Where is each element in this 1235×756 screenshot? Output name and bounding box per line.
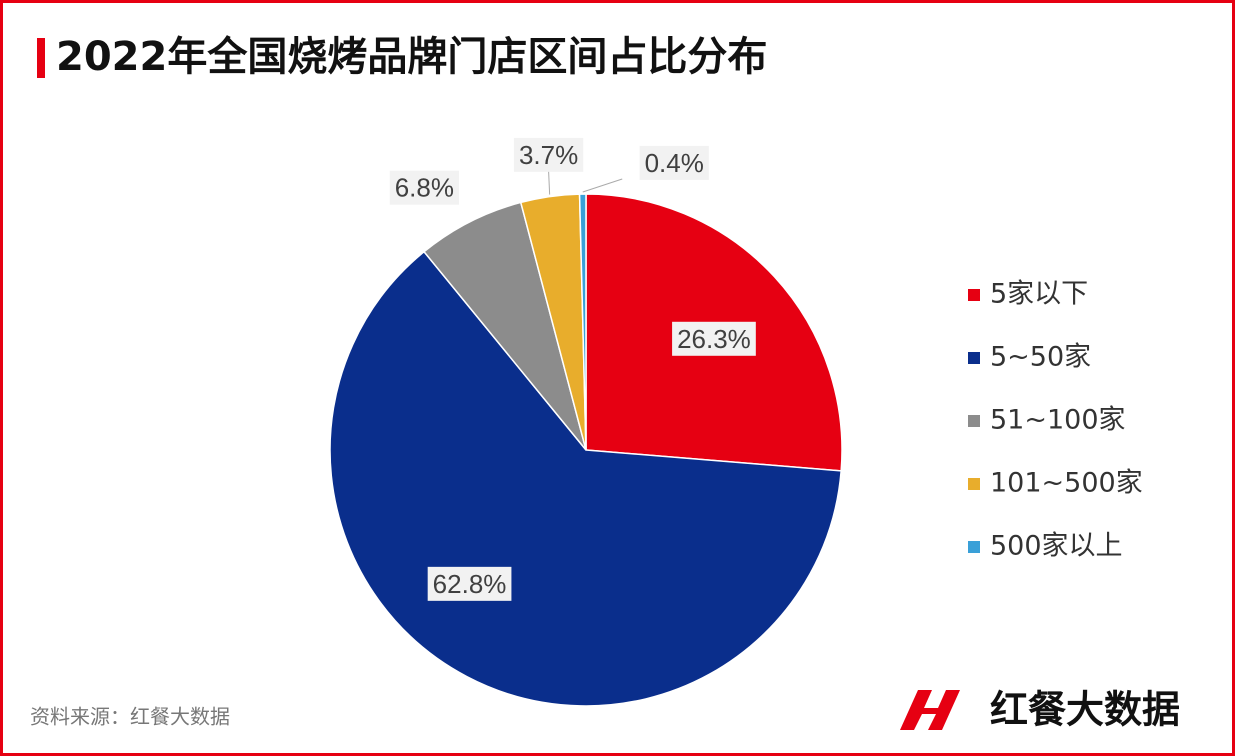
legend-swatch [968, 352, 980, 364]
legend-label: 500家以上 [990, 531, 1123, 562]
logo-text: 红餐大数据 [990, 688, 1180, 732]
data-label: 0.4% [645, 148, 704, 178]
label-bg [639, 145, 709, 180]
legend-swatch [968, 415, 980, 427]
legend-label: 101~500家 [990, 468, 1143, 499]
leader-line [582, 178, 623, 193]
data-label: 26.3% [677, 324, 751, 354]
legend-swatch [968, 289, 980, 301]
leader-line [548, 170, 551, 195]
label-bg [389, 170, 459, 205]
pie-slice [423, 201, 587, 451]
logo-icon [900, 690, 960, 730]
data-label: 3.7% [519, 140, 578, 170]
legend-label: 51~100家 [990, 405, 1126, 436]
legend-swatch [968, 541, 980, 553]
source: 资料来源：红餐大数据 [30, 705, 230, 729]
logo: 红餐大数据 [900, 688, 1180, 732]
chart-title: 2022年全国烧烤品牌门店区间占比分布 [56, 34, 767, 80]
legend-label: 5家以下 [990, 279, 1088, 310]
label-bg [427, 566, 512, 601]
pie-slice [578, 193, 587, 451]
data-label: 62.8% [433, 569, 507, 599]
legend-label: 5~50家 [990, 342, 1091, 373]
title-bar [37, 38, 45, 78]
label-bg [513, 137, 584, 172]
label-bg [672, 321, 756, 356]
data-label: 6.8% [395, 173, 454, 203]
legend-swatch [968, 478, 980, 490]
